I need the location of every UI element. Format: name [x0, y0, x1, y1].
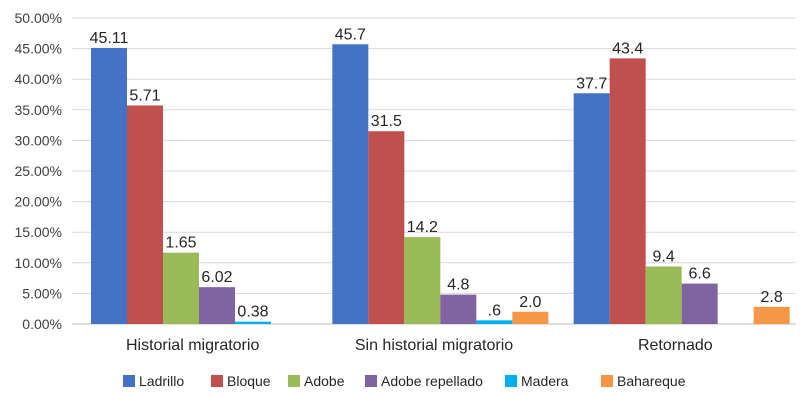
y-tick-label: 25.00%	[15, 163, 62, 179]
data-label: .6	[488, 302, 501, 319]
y-tick-label: 35.00%	[15, 102, 62, 118]
bar-adobe-repellado	[199, 287, 235, 324]
legend-label: Adobe	[304, 373, 345, 389]
bar-adobe-repellado	[681, 283, 718, 324]
legend-swatch	[211, 375, 223, 387]
bar-ladrillo	[91, 47, 127, 325]
y-tick-label: 20.00%	[15, 194, 62, 210]
data-label: 0.38	[237, 304, 268, 321]
x-category-label: Sin historial migratorio	[355, 337, 513, 354]
x-category-label: Retornado	[638, 337, 713, 354]
legend-swatch	[365, 375, 377, 387]
legend: Ladrillo Bloque Adobe Adobe repellado Madera…	[123, 373, 686, 389]
y-tick-label: 50.00%	[15, 10, 62, 26]
x-category-label: Historial migratorio	[126, 337, 259, 354]
data-label: 2.0	[519, 294, 541, 311]
data-label: 14.2	[407, 219, 438, 236]
legend-swatch	[123, 375, 135, 387]
bar-ladrillo	[573, 93, 610, 324]
data-label: 6.6	[689, 266, 711, 283]
legend-label: Bloque	[227, 373, 271, 389]
data-label: 37.7	[576, 75, 607, 92]
bar-bloque	[368, 131, 405, 324]
data-label: 2.8	[761, 289, 783, 306]
data-label: 4.8	[447, 277, 469, 294]
y-tick-label: 45.00%	[15, 41, 62, 57]
data-label: 5.71	[129, 87, 160, 104]
legend-label: Bahareque	[617, 373, 686, 389]
bar-adobe	[163, 252, 199, 324]
bar-adobe-repellado	[440, 294, 477, 324]
y-tick-label: 15.00%	[15, 224, 62, 240]
data-label: 45.7	[335, 26, 366, 43]
data-label: 45.11	[90, 30, 129, 47]
legend-label: Madera	[521, 373, 569, 389]
bar-bloque	[127, 105, 163, 324]
bar-bahareque	[512, 311, 549, 324]
bars	[91, 44, 790, 325]
data-label: 31.5	[371, 113, 402, 130]
bar-adobe	[404, 237, 441, 324]
data-label: 1.65	[165, 235, 196, 252]
y-tick-label: 10.00%	[15, 255, 62, 271]
bar-ladrillo	[332, 44, 369, 324]
y-tick-label: 5.00%	[22, 285, 62, 301]
data-label: 9.4	[653, 248, 675, 265]
y-axis-tick-labels: 0.00% 5.00% 10.00% 15.00% 20.00% 25.00% 30.00%…	[15, 10, 62, 332]
bar-adobe	[645, 266, 682, 324]
legend-swatch	[288, 375, 300, 387]
bar-bahareque	[753, 306, 790, 324]
bar-madera	[235, 321, 271, 324]
y-tick-label: 30.00%	[15, 132, 62, 148]
data-label: 43.4	[612, 40, 643, 57]
legend-swatch	[505, 375, 517, 387]
legend-label: Ladrillo	[139, 373, 184, 389]
legend-swatch	[601, 375, 613, 387]
y-tick-label: 0.00%	[22, 316, 62, 332]
bar-madera	[476, 320, 513, 324]
data-label: 6.02	[201, 269, 232, 286]
legend-label: Adobe repellado	[381, 373, 483, 389]
data-labels: 45.11 5.71 1.65 6.02 0.38 45.7 31.5 14.2 4.8 .6 2.…	[90, 26, 783, 320]
bar-bloque	[609, 58, 646, 324]
x-axis-category-labels: Historial migratorio Sin historial migrat…	[126, 337, 713, 354]
y-tick-label: 40.00%	[15, 71, 62, 87]
